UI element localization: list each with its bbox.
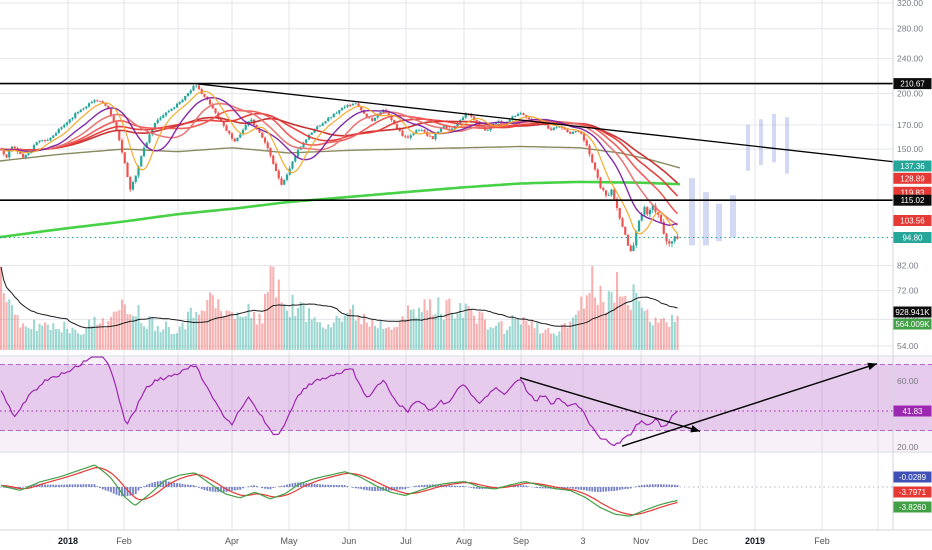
volume-ma-line[interactable] <box>0 266 678 329</box>
axis-tick-label: 72.00 <box>897 286 919 296</box>
axis-badge <box>893 486 932 498</box>
axis-badge <box>893 78 932 90</box>
time-axis-label: May <box>280 536 298 546</box>
ghost-bar <box>772 113 776 163</box>
axis-tick-label: 82.00 <box>897 261 919 271</box>
trendline[interactable] <box>194 82 894 163</box>
price-axis[interactable]: 320.00 280.00 240.00 200.00 170.00 150.00 82.0… <box>893 0 932 513</box>
time-axis-label: Apr <box>225 536 239 546</box>
time-axis-label: 3 <box>580 536 585 546</box>
sma100-line[interactable] <box>0 145 681 169</box>
macd-pane[interactable] <box>0 464 893 517</box>
axis-badge <box>893 194 932 206</box>
ghost-bar <box>716 203 722 242</box>
ghost-bar <box>730 195 736 238</box>
rsi-pane[interactable] <box>0 356 932 451</box>
axis-tick-label: 54.00 <box>897 341 919 351</box>
time-axis-label: 2018 <box>58 536 78 546</box>
time-axis-label: Feb <box>814 536 830 546</box>
axis-badge-label: 103.56 <box>900 217 925 226</box>
ghost-bar <box>703 192 709 246</box>
axis-badge <box>893 186 932 198</box>
drawings[interactable] <box>0 82 894 238</box>
axis-tick-label: 240.00 <box>897 54 923 64</box>
axis-badge <box>893 405 932 417</box>
time-axis-label: Sep <box>513 536 529 546</box>
ma-ribbon[interactable] <box>0 90 679 235</box>
pane-separators <box>0 0 932 531</box>
sma16-line[interactable] <box>0 96 678 226</box>
ghost-bar <box>785 117 789 174</box>
axis-badge-label: 128.89 <box>900 174 925 183</box>
axis-badge-label: 564.009K <box>895 320 930 329</box>
axis-badge <box>893 306 932 318</box>
grid <box>0 0 893 530</box>
axis-badge <box>893 160 932 172</box>
axis-badge <box>893 172 932 184</box>
trend-arrow[interactable] <box>621 363 878 447</box>
trend-arrow-head <box>690 425 700 433</box>
axis-badge-label: -0.0289 <box>899 473 927 482</box>
slow-moving-averages[interactable] <box>0 145 681 239</box>
axis-badge-label: 115.02 <box>901 196 925 205</box>
axis-badge-label: -3.7971 <box>899 488 927 497</box>
axis-tick-label: 170.00 <box>897 120 923 130</box>
axis-tick-label: 320.00 <box>897 0 923 8</box>
axis-tick-label: 200.00 <box>897 89 923 99</box>
axis-badge <box>893 232 932 243</box>
time-axis[interactable]: 2018 Feb Apr May Jun Jul Aug Sep 3 Nov Dec 2019 Feb <box>0 531 932 550</box>
axis-badge <box>893 215 932 226</box>
axis-tick-label: 280.00 <box>897 24 923 34</box>
axis-badge <box>893 501 932 513</box>
time-axis-label: 2019 <box>745 536 765 546</box>
time-axis-label: Jul <box>400 536 412 546</box>
time-axis-label: Jun <box>342 536 357 546</box>
axis-badge-label: 210.67 <box>900 80 925 89</box>
axis-badge-label: 94.80 <box>902 234 923 243</box>
axis-badge <box>893 471 932 483</box>
axis-badge-label: 41.83 <box>902 407 923 416</box>
axis-badge-label: -3.8260 <box>899 503 927 512</box>
sma8-line[interactable] <box>0 90 678 235</box>
time-axis-label: Aug <box>456 536 472 546</box>
ghost-bar <box>759 119 763 166</box>
sma200-line[interactable] <box>0 180 681 239</box>
axis-badge <box>893 318 932 330</box>
macd-signal-line[interactable] <box>0 466 678 516</box>
projection-bars <box>689 113 789 246</box>
time-axis-label: Feb <box>116 536 132 546</box>
sma24-line[interactable] <box>0 102 678 226</box>
axis-badge-label: 928.941K <box>895 308 930 317</box>
macd-line[interactable] <box>0 464 678 517</box>
axis-tick-label: 60.00 <box>897 376 919 386</box>
axis-badge-label: 137.36 <box>900 162 925 171</box>
axis-badge-label: 119.83 <box>901 188 925 197</box>
candles <box>0 84 679 252</box>
time-axis-label: Nov <box>633 536 650 546</box>
volume-bars <box>0 266 679 350</box>
trend-arrow[interactable] <box>519 377 701 432</box>
ghost-bar <box>689 178 695 246</box>
rsi-line[interactable] <box>0 356 678 447</box>
axis-tick-label: 150.00 <box>897 144 923 154</box>
ghost-bar <box>746 124 750 171</box>
axis-tick-label: 20.00 <box>897 442 919 452</box>
trend-arrow-head <box>867 362 877 371</box>
time-axis-label: Dec <box>692 536 709 546</box>
rsi-band <box>0 364 932 431</box>
